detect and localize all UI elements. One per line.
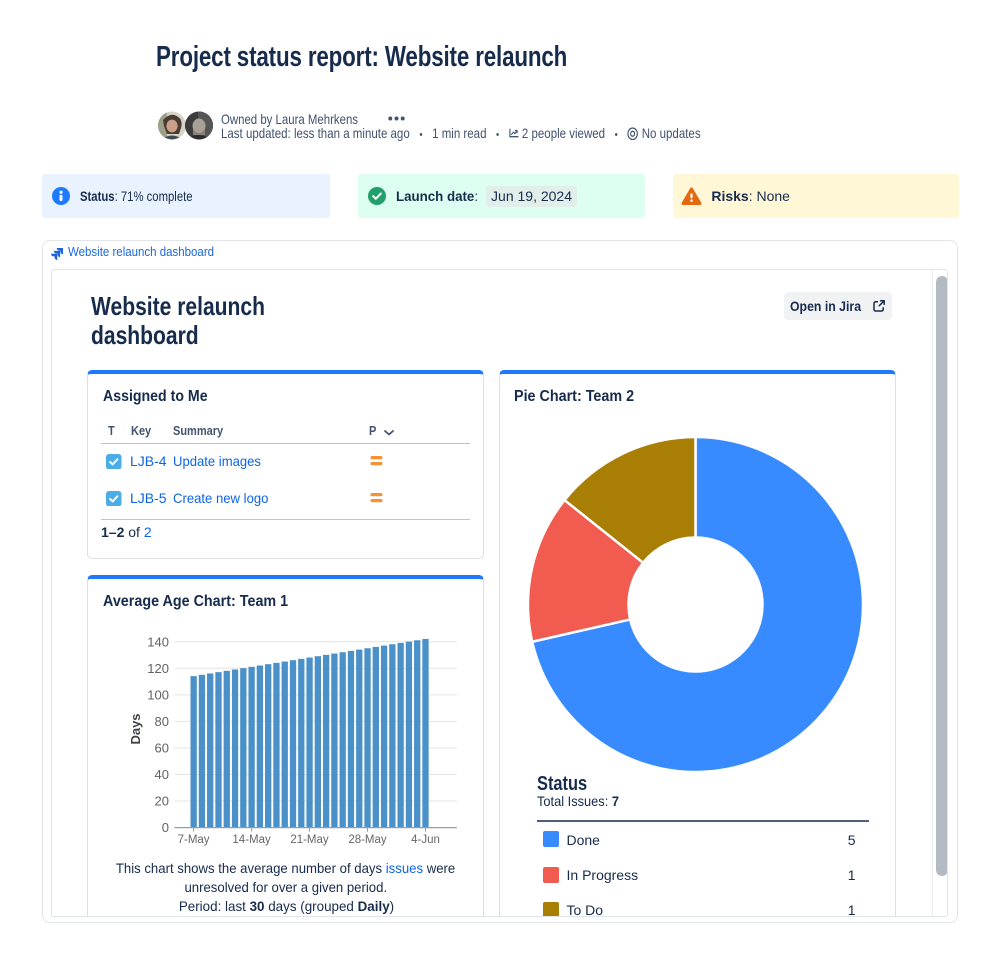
svg-text:120: 120 (147, 661, 169, 676)
svg-text:Days: Days (128, 713, 143, 744)
svg-text:60: 60 (155, 741, 169, 756)
svg-text:40: 40 (155, 767, 169, 782)
svg-text:80: 80 (155, 714, 169, 729)
svg-text:20: 20 (155, 794, 169, 809)
svg-text:100: 100 (147, 687, 169, 702)
svg-text:28-May: 28-May (348, 834, 387, 846)
svg-text:4-Jun: 4-Jun (411, 834, 440, 846)
svg-text:0: 0 (162, 820, 169, 835)
svg-text:140: 140 (147, 634, 169, 649)
svg-text:7-May: 7-May (178, 834, 210, 846)
svg-text:21-May: 21-May (290, 834, 329, 846)
svg-text:14-May: 14-May (232, 834, 271, 846)
